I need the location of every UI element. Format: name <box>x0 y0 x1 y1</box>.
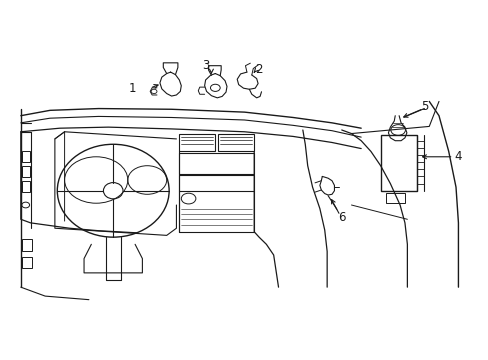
Text: 5: 5 <box>420 100 427 113</box>
Text: 1: 1 <box>129 82 136 95</box>
Text: 6: 6 <box>337 211 345 224</box>
Bar <box>22 166 30 177</box>
Bar <box>217 134 254 151</box>
Bar <box>22 181 30 192</box>
Bar <box>22 239 31 251</box>
Bar <box>179 153 254 174</box>
Bar <box>22 152 30 162</box>
Text: 4: 4 <box>454 150 461 163</box>
Bar <box>385 193 404 203</box>
Text: 3: 3 <box>202 59 209 72</box>
Bar <box>22 257 31 267</box>
Bar <box>380 135 416 191</box>
Bar <box>179 134 215 151</box>
Text: 2: 2 <box>255 63 262 76</box>
Bar <box>179 175 254 192</box>
